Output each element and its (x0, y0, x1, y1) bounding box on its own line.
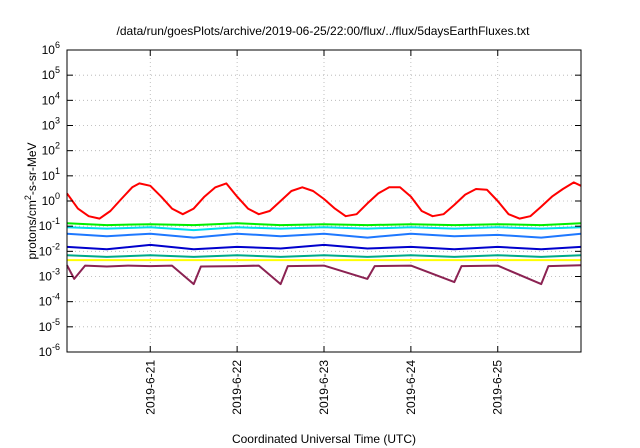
x-axis-label: Coordinated Universal Time (UTC) (232, 432, 416, 446)
x-axis-ticks: 2019-6-21 2019-6-22 2019-6-23 2019-6-24 2019… (143, 50, 505, 415)
y-tick-label-exponent: 6 (55, 40, 60, 50)
y-tick-label-base: 10 (39, 295, 53, 309)
y-tick-label: 105 (42, 65, 60, 82)
y-tick-label: 106 (42, 40, 60, 57)
y-tick-label-base: 10 (42, 169, 56, 183)
y-tick-label-base: 10 (42, 68, 56, 82)
series-line (66, 181, 582, 220)
y-tick-label: 101 (42, 166, 60, 183)
y-tick-label-base: 10 (39, 244, 53, 258)
y-tick-label-exponent: 0 (55, 191, 60, 201)
y-tick-label-base: 10 (42, 194, 56, 208)
x-tick-label: 2019-6-23 (317, 360, 331, 415)
y-tick-label: 10-3 (39, 267, 60, 284)
y-tick-label: 10-2 (39, 241, 60, 258)
y-tick-label-base: 10 (39, 345, 53, 359)
y-tick-label-exponent: 3 (55, 116, 60, 126)
y-tick-label-base: 10 (39, 219, 53, 233)
y-tick-label-exponent: -4 (52, 292, 60, 302)
y-tick-label: 103 (42, 116, 60, 133)
x-tick-label: 2019-6-21 (143, 360, 157, 415)
x-tick-label: 2019-6-24 (404, 360, 418, 415)
series-line (66, 232, 582, 239)
y-tick-label: 102 (42, 141, 60, 158)
x-tick-label: 2019-6-25 (491, 360, 505, 415)
y-tick-label-exponent: -3 (52, 267, 60, 277)
y-tick-label-base: 10 (39, 270, 53, 284)
y-tick-label-exponent: 2 (55, 141, 60, 151)
y-tick-label-exponent: -2 (52, 241, 60, 251)
y-tick-label-base: 10 (42, 119, 56, 133)
series-lines (66, 181, 582, 286)
series-line (66, 222, 582, 227)
grid-lines (67, 50, 581, 352)
y-tick-label: 100 (42, 191, 60, 208)
y-tick-label-exponent: -5 (52, 317, 60, 327)
y-tick-label: 10-6 (39, 342, 60, 359)
y-tick-label-base: 10 (42, 43, 56, 57)
series-line (66, 254, 582, 258)
y-tick-label-base: 10 (42, 93, 56, 107)
y-tick-label-exponent: -6 (52, 342, 60, 352)
y-tick-label-exponent: -1 (52, 216, 60, 226)
series-line (66, 243, 582, 251)
chart-title: /data/run/goesPlots/archive/2019-06-25/2… (117, 24, 531, 38)
y-tick-label: 104 (42, 90, 60, 107)
y-tick-label: 10-4 (39, 292, 60, 309)
y-tick-label-exponent: 1 (55, 166, 60, 176)
series-line (66, 226, 582, 232)
y-tick-label-exponent: 4 (55, 90, 60, 100)
y-axis-label-base: protons/cm (25, 200, 39, 259)
y-axis-label: protons/cm2-s-sr-MeV (23, 142, 39, 259)
y-tick-label-exponent: 5 (55, 65, 60, 75)
y-axis-label-superscript: 2 (23, 195, 33, 200)
y-tick-label-base: 10 (42, 144, 56, 158)
y-tick-label: 10-1 (39, 216, 60, 233)
y-tick-label: 10-5 (39, 317, 60, 334)
y-tick-label-base: 10 (39, 320, 53, 334)
y-axis-ticks: 10-610-510-410-310-210-11001011021031041… (39, 40, 581, 359)
series-line (66, 264, 582, 286)
y-axis-label-rest: -s-sr-MeV (25, 142, 39, 195)
x-tick-label: 2019-6-22 (230, 360, 244, 415)
